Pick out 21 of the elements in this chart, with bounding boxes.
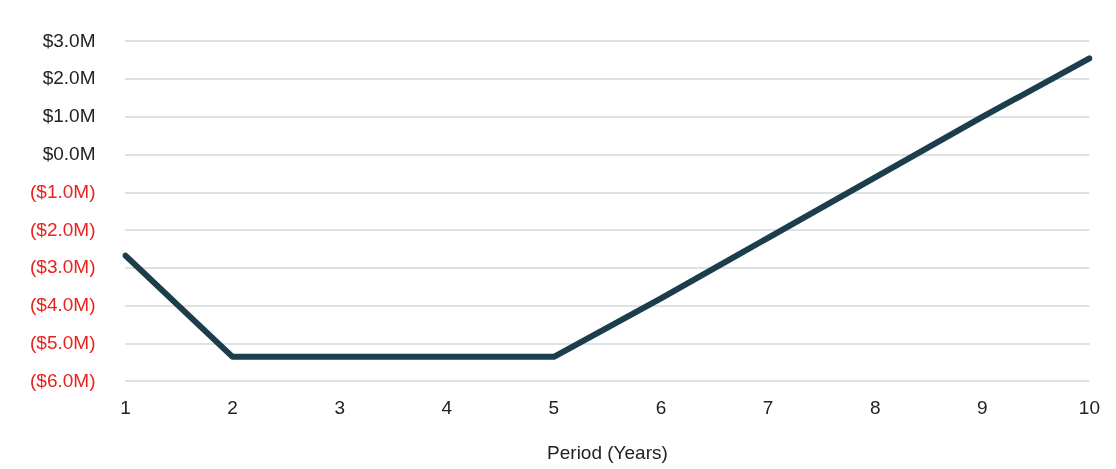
- x-tick-label: 2: [227, 397, 238, 419]
- x-tick-label: 5: [548, 397, 560, 419]
- y-tick-label: ($3.0M): [29, 256, 96, 278]
- y-tick-label: $2.0M: [42, 67, 96, 89]
- y-tick-label: ($2.0M): [29, 218, 96, 240]
- y-tick-label: ($6.0M): [29, 369, 96, 391]
- x-tick-label: 8: [869, 397, 881, 419]
- y-tick-label: $3.0M: [42, 29, 96, 51]
- x-tick-label: 7: [762, 397, 774, 419]
- y-tick-label: ($1.0M): [29, 180, 96, 202]
- y-tick-label: ($4.0M): [29, 294, 96, 316]
- x-tick-label: 6: [655, 397, 667, 419]
- y-tick-label: ($5.0M): [29, 331, 96, 353]
- x-axis-title: Period (Years): [547, 441, 668, 463]
- x-tick-label: 9: [977, 397, 988, 419]
- x-tick-label: 1: [120, 397, 131, 419]
- y-tick-label: $1.0M: [42, 105, 96, 127]
- x-tick-label: 10: [1078, 397, 1100, 419]
- x-tick-label: 4: [441, 397, 453, 419]
- y-tick-label: $0.0M: [42, 142, 96, 164]
- x-tick-label: 3: [334, 397, 345, 419]
